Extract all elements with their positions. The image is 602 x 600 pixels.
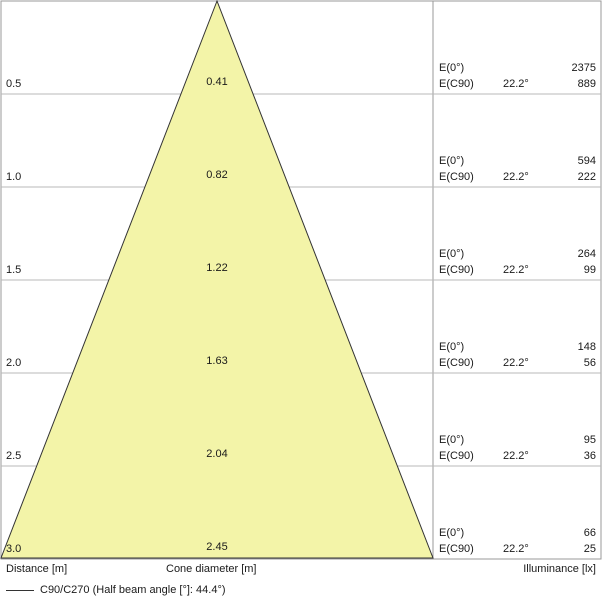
ec90-label: E(C90) [439,450,474,462]
distance-label: 2.0 [6,357,21,369]
e0-label: E(0°) [439,248,464,260]
distance-label: 3.0 [6,543,21,555]
row-labels: 0.5 0.41 E(0°) 2375 E(C90) 22.2° 889 1.0 0.82 E(0… [6,62,596,555]
ec90-value: 222 [578,171,596,183]
cone-diameter-label: 1.63 [206,355,227,367]
distance-label: 1.0 [6,171,21,183]
legend-line-swatch [6,589,34,591]
e0-label: E(0°) [439,155,464,167]
light-cone [0,0,434,559]
e0-label: E(0°) [439,434,464,446]
half-angle-label: 22.2° [503,78,529,90]
half-angle-label: 22.2° [503,357,529,369]
ec90-value: 36 [584,450,596,462]
illuminance-axis-label: Illuminance [lx] [523,563,596,575]
ec90-value: 889 [578,78,596,90]
e0-value: 594 [578,155,596,167]
ec90-label: E(C90) [439,357,474,369]
distance-label: 2.5 [6,450,21,462]
e0-label: E(0°) [439,62,464,74]
ec90-label: E(C90) [439,78,474,90]
cone-diameter-label: 0.82 [206,169,227,181]
ec90-value: 25 [584,543,596,555]
beam-cone-diagram: 0.5 0.41 E(0°) 2375 E(C90) 22.2° 889 1.0 0.82 E(0… [0,0,602,560]
ec90-label: E(C90) [439,171,474,183]
half-angle-label: 22.2° [503,450,529,462]
half-angle-label: 22.2° [503,264,529,276]
cone-diameter-label: 1.22 [206,262,227,274]
ec90-value: 99 [584,264,596,276]
half-angle-label: 22.2° [503,171,529,183]
e0-value: 66 [584,527,596,539]
e0-value: 2375 [572,62,596,74]
ec90-label: E(C90) [439,543,474,555]
cone-diameter-axis-label: Cone diameter [m] [166,563,257,575]
e0-value: 95 [584,434,596,446]
e0-label: E(0°) [439,341,464,353]
ec90-label: E(C90) [439,264,474,276]
cone-diameter-label: 2.45 [206,541,227,553]
e0-value: 264 [578,248,596,260]
legend-label: C90/C270 (Half beam angle [°]: 44.4°) [40,584,226,596]
distance-label: 0.5 [6,78,21,90]
distance-label: 1.5 [6,264,21,276]
ec90-value: 56 [584,357,596,369]
e0-value: 148 [578,341,596,353]
e0-label: E(0°) [439,527,464,539]
cone-diameter-label: 0.41 [206,76,227,88]
cone-diameter-label: 2.04 [206,448,227,460]
distance-axis-label: Distance [m] [6,563,68,575]
legend: C90/C270 (Half beam angle [°]: 44.4°) [6,584,226,596]
half-angle-label: 22.2° [503,543,529,555]
